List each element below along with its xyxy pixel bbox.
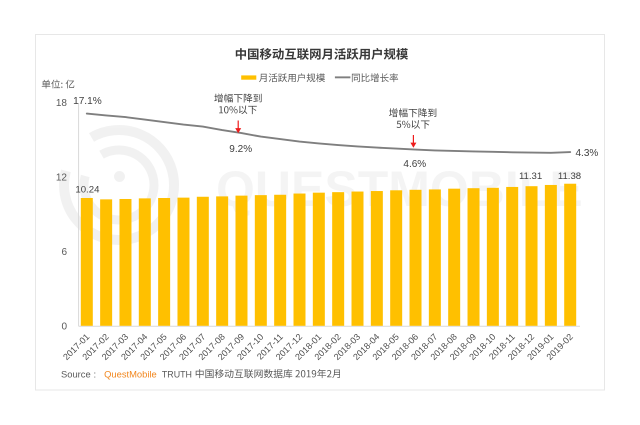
svg-text:9.2%: 9.2%	[229, 144, 252, 155]
svg-text:11.31: 11.31	[519, 171, 542, 182]
svg-text:10.24: 10.24	[75, 185, 100, 196]
svg-text:TRUTH: TRUTH	[162, 369, 192, 379]
svg-text:6: 6	[61, 247, 67, 258]
svg-text:4.6%: 4.6%	[403, 159, 426, 170]
svg-text:4.3%: 4.3%	[576, 148, 599, 159]
svg-text:18: 18	[56, 98, 68, 109]
svg-text:17.1%: 17.1%	[73, 96, 102, 107]
svg-text:Source: Source	[61, 368, 91, 379]
svg-text::: :	[94, 368, 97, 379]
svg-text:12: 12	[56, 173, 68, 184]
svg-text:0: 0	[61, 322, 67, 333]
svg-text:11.38: 11.38	[558, 171, 581, 182]
svg-text:QuestMobile: QuestMobile	[104, 368, 157, 379]
